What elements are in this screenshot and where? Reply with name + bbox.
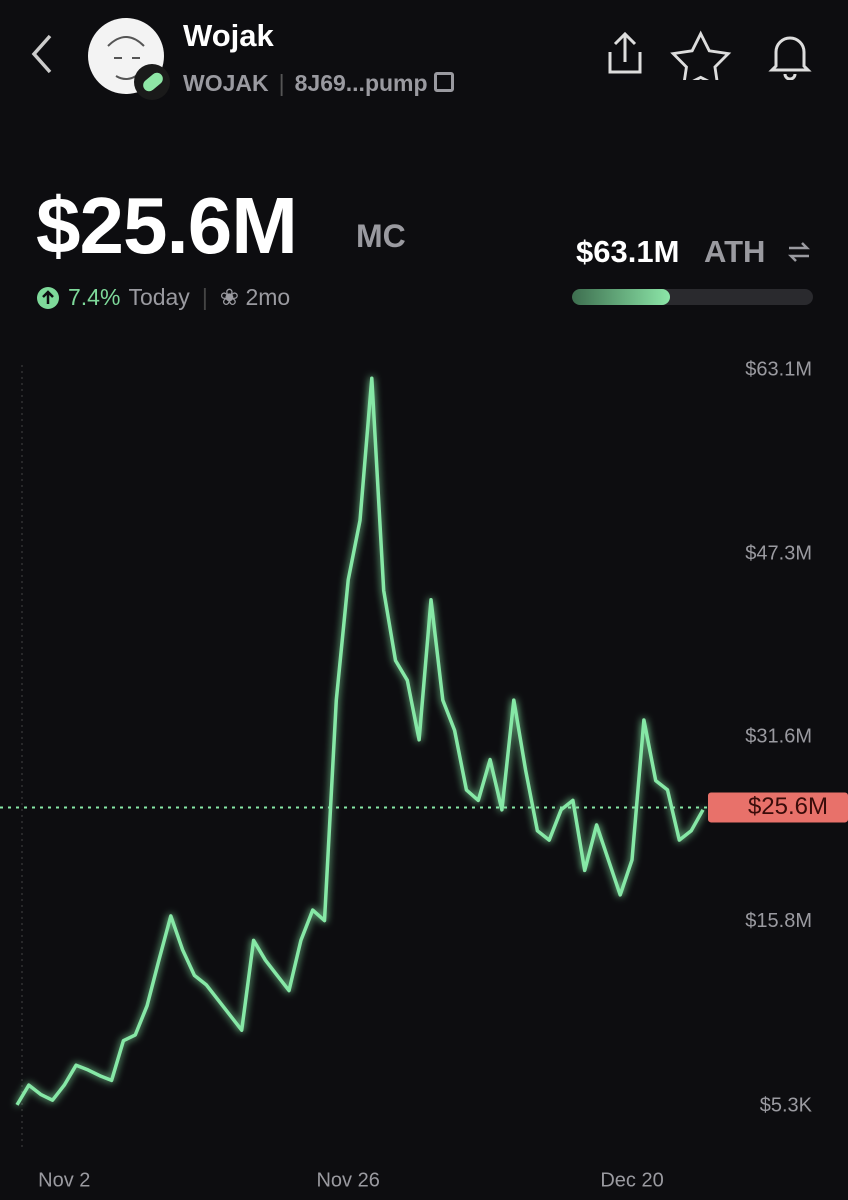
- market-cap: $25.6M: [36, 181, 298, 270]
- current-badge: [708, 792, 848, 823]
- ath-value: $63.1M: [576, 234, 680, 269]
- star-button[interactable]: [670, 30, 732, 80]
- swap-icon[interactable]: [785, 238, 813, 266]
- age-value: 2mo: [245, 284, 291, 310]
- ath-progress: [572, 289, 813, 305]
- y-tick-label: $15.8M: [745, 910, 812, 932]
- x-tick-label: Nov 2: [38, 1169, 90, 1191]
- age: ❀ 2mo: [219, 284, 291, 310]
- change-row: 7.4% Today | ❀ 2mo: [36, 284, 290, 311]
- y-tick-label: $31.6M: [745, 726, 812, 748]
- ticker: WOJAK: [183, 70, 269, 96]
- token-sub: WOJAK | 8J69...pump: [183, 70, 454, 97]
- x-tick-label: Dec 20: [600, 1169, 663, 1191]
- y-tick-label: $63.1M: [745, 358, 812, 380]
- price-line: [15, 376, 705, 1106]
- address[interactable]: 8J69...pump: [294, 70, 428, 96]
- back-button[interactable]: [28, 32, 56, 76]
- ath-label: ATH: [704, 234, 766, 269]
- bell-button[interactable]: [768, 36, 812, 80]
- y-tick-label: $5.3K: [760, 1094, 813, 1116]
- share-button[interactable]: [608, 31, 642, 74]
- up-icon: [37, 286, 59, 309]
- market-cap-label: MC: [356, 218, 406, 254]
- y-tick-label: $47.3M: [745, 543, 812, 565]
- avatar: [88, 18, 170, 100]
- change: 7.4%: [68, 284, 121, 310]
- token-name: Wojak: [183, 18, 274, 53]
- actions: [608, 30, 812, 80]
- current-label: $25.6M: [748, 793, 828, 820]
- change-period: Today: [128, 284, 190, 310]
- x-tick-label: Nov 26: [316, 1169, 379, 1191]
